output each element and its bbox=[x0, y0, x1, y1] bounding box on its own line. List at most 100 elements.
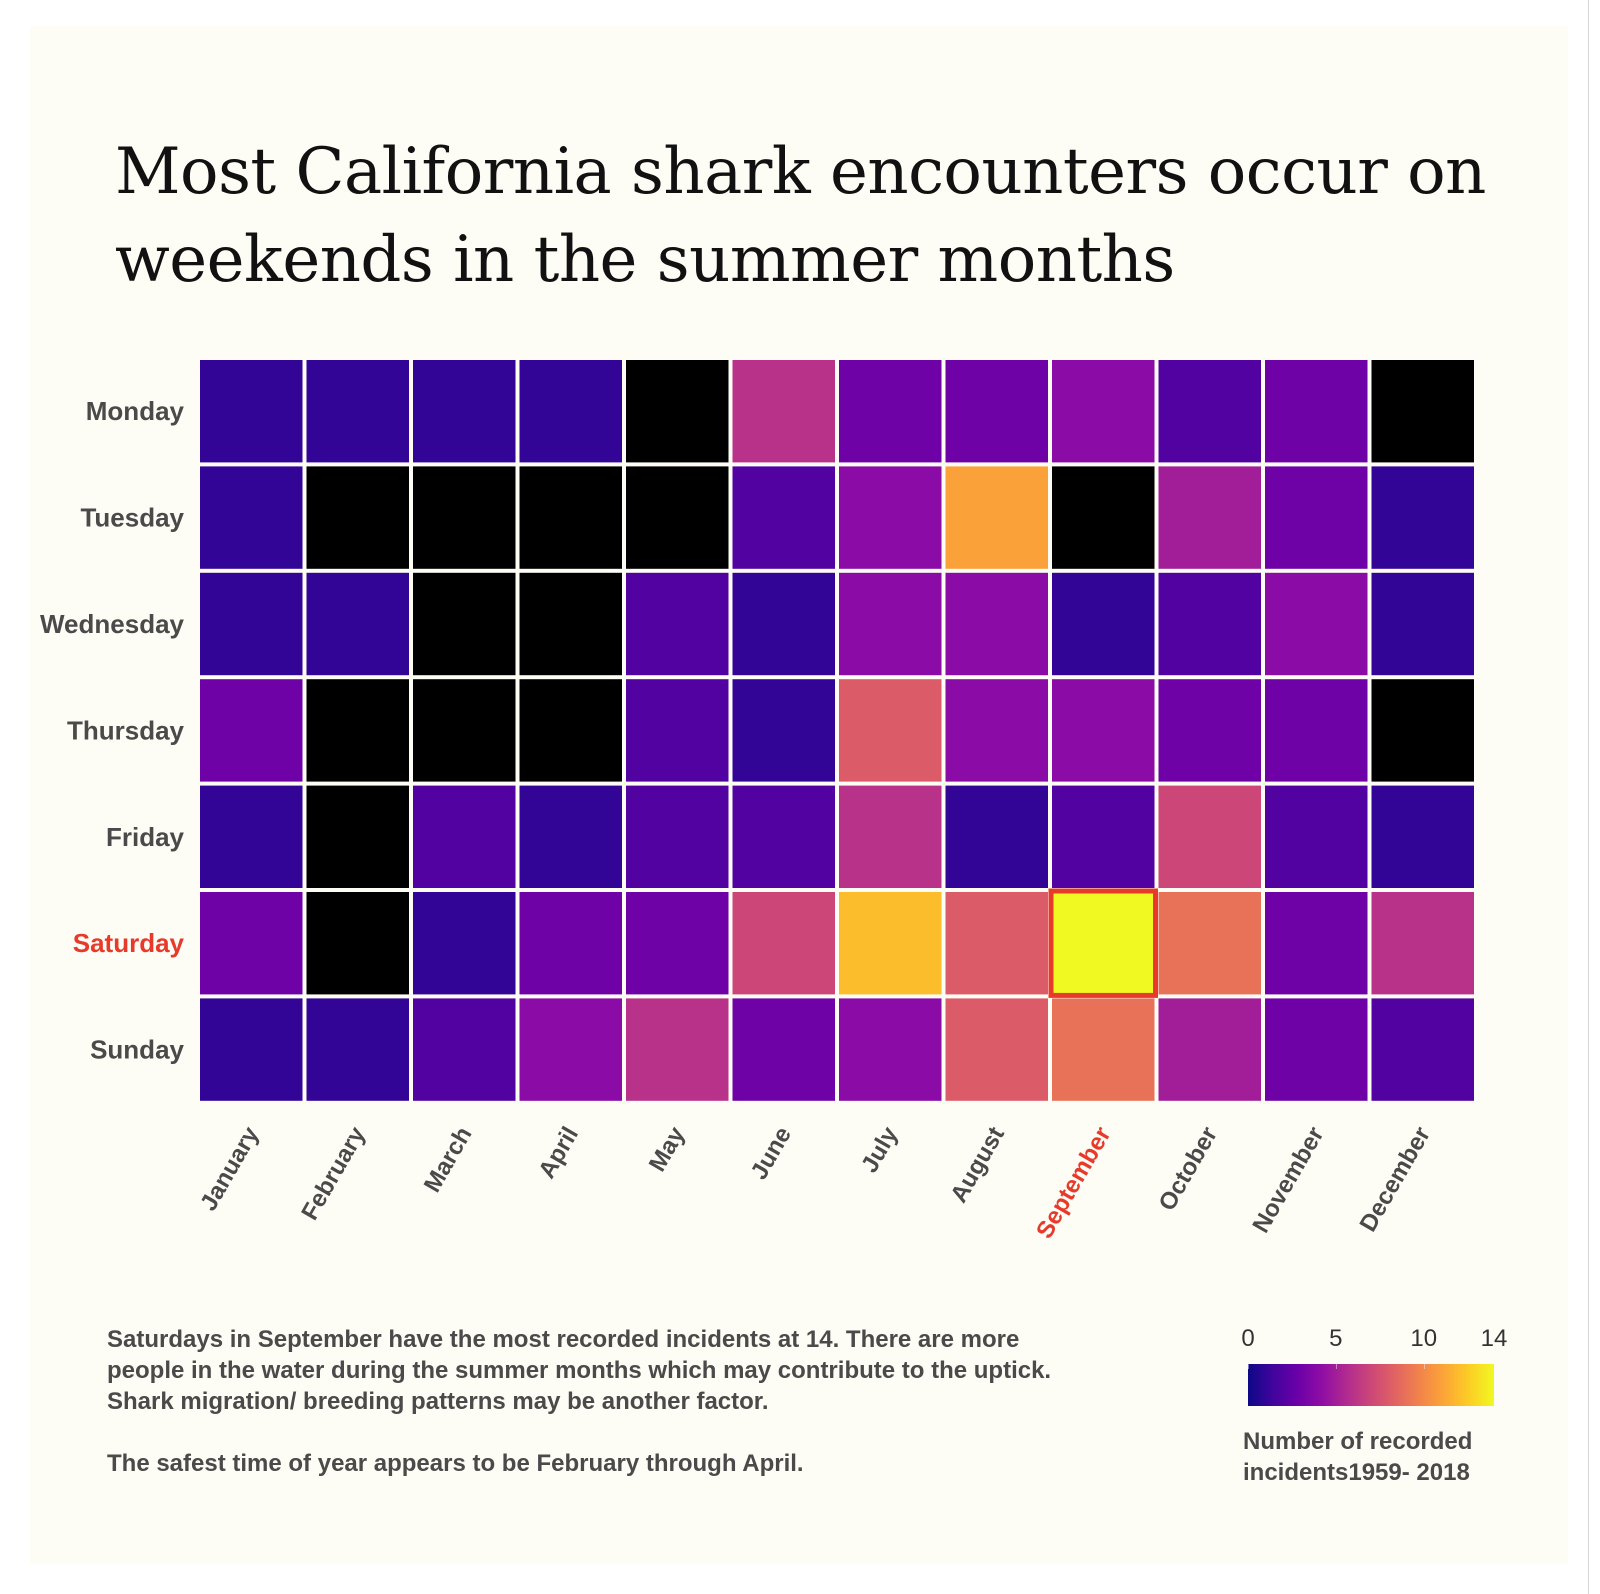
heatmap-cell bbox=[306, 466, 409, 569]
heatmap-cell bbox=[945, 360, 1048, 463]
heatmap-cell bbox=[1158, 679, 1261, 782]
heatmap-cell bbox=[732, 360, 835, 463]
y-axis-label: Tuesday bbox=[80, 503, 184, 533]
x-axis-label: September bbox=[1031, 1122, 1116, 1243]
heatmap-cell bbox=[1265, 572, 1368, 676]
x-axis-label: July bbox=[856, 1122, 904, 1178]
legend-tick-mark bbox=[1494, 1364, 1495, 1369]
legend-tick: 14 bbox=[1480, 1325, 1508, 1352]
heatmap-cell bbox=[1265, 892, 1368, 995]
y-axis-label: Friday bbox=[106, 822, 185, 852]
heatmap-cell bbox=[1052, 679, 1155, 782]
heatmap-cell bbox=[1371, 679, 1474, 782]
x-axis-label: November bbox=[1247, 1122, 1329, 1237]
heatmap-cell bbox=[626, 892, 729, 995]
x-axis-label: December bbox=[1355, 1122, 1436, 1236]
heatmap-cell bbox=[626, 360, 729, 463]
heatmap-cell bbox=[413, 572, 516, 676]
heatmap-cell bbox=[1265, 998, 1368, 1101]
heatmap-cell bbox=[306, 998, 409, 1101]
heatmap-cell bbox=[1371, 572, 1474, 676]
x-axis-label: May bbox=[644, 1122, 691, 1176]
heatmap-cell bbox=[1371, 998, 1474, 1101]
heatmap-cell bbox=[306, 679, 409, 782]
heatmap-cell bbox=[1158, 892, 1261, 995]
heatmap-cell bbox=[413, 785, 516, 888]
heatmap-cell bbox=[306, 572, 409, 676]
y-axis-label: Wednesday bbox=[40, 609, 185, 639]
heatmap-cell bbox=[732, 998, 835, 1101]
y-axis-label: Monday bbox=[86, 396, 185, 426]
color-scale-bar bbox=[1248, 1364, 1494, 1406]
x-axis-label: January bbox=[195, 1122, 265, 1216]
heatmap-cell bbox=[1265, 360, 1368, 463]
heatmap-cell bbox=[1052, 785, 1155, 888]
x-axis-label: August bbox=[945, 1122, 1010, 1207]
heatmap-cell bbox=[413, 679, 516, 782]
heatmap-cell bbox=[519, 892, 622, 995]
heatmap-cell bbox=[945, 785, 1048, 888]
heatmap-cell bbox=[626, 785, 729, 888]
heatmap-cell bbox=[732, 892, 835, 995]
heatmap-cell bbox=[732, 466, 835, 569]
legend-tick-mark bbox=[1248, 1364, 1249, 1369]
heatmap-cell bbox=[200, 785, 303, 888]
heatmap-cell bbox=[413, 998, 516, 1101]
heatmap-cell bbox=[732, 679, 835, 782]
y-axis-labels: Monday Tuesday Wednesday Thursday Friday Satu… bbox=[40, 396, 185, 1064]
heatmap-cell bbox=[839, 998, 942, 1101]
heatmap-cell bbox=[839, 466, 942, 569]
legend-title-line: incidents1959- 2018 bbox=[1243, 1459, 1470, 1486]
x-axis-label: March bbox=[419, 1122, 478, 1197]
heatmap-cell bbox=[626, 998, 729, 1101]
x-axis-label: April bbox=[533, 1122, 584, 1183]
heatmap-cell bbox=[1371, 360, 1474, 463]
page-border bbox=[1588, 0, 1589, 1594]
heatmap-cell bbox=[1265, 679, 1368, 782]
heatmap-cell bbox=[626, 466, 729, 569]
heatmap-cell bbox=[945, 679, 1048, 782]
heatmap-cell bbox=[839, 785, 942, 888]
heatmap-cell bbox=[1371, 466, 1474, 569]
heatmap-cell bbox=[519, 785, 622, 888]
heatmap-cell bbox=[839, 360, 942, 463]
heatmap-cell bbox=[839, 679, 942, 782]
heatmap-cells bbox=[200, 360, 1474, 1101]
heatmap-cell bbox=[839, 572, 942, 676]
legend-tick-labels: 0 5 10 14 bbox=[1228, 1325, 1508, 1355]
heatmap-cell bbox=[1052, 360, 1155, 463]
legend-title: Number of recorded incidents1959- 2018 bbox=[1243, 1426, 1533, 1488]
heatmap-cell bbox=[1371, 892, 1474, 995]
heatmap-cell bbox=[200, 679, 303, 782]
heatmap-cell bbox=[945, 466, 1048, 569]
heatmap-cell bbox=[1158, 466, 1261, 569]
heatmap-cell bbox=[1371, 785, 1474, 888]
heatmap-cell bbox=[1052, 572, 1155, 676]
heatmap-cell bbox=[839, 892, 942, 995]
annotation-text: Saturdays in September have the most rec… bbox=[107, 1324, 1087, 1510]
heatmap-cell bbox=[306, 892, 409, 995]
heatmap-cell bbox=[519, 679, 622, 782]
highlight-box bbox=[1048, 888, 1158, 998]
heatmap-cell bbox=[1052, 998, 1155, 1101]
heatmap-cell bbox=[200, 572, 303, 676]
annotation-paragraph: The safest time of year appears to be Fe… bbox=[107, 1450, 804, 1477]
heatmap-cell bbox=[413, 466, 516, 569]
heatmap-cell bbox=[1265, 785, 1368, 888]
legend-tick: 5 bbox=[1329, 1325, 1343, 1352]
chart-title: Most California shark encounters occur o… bbox=[115, 135, 1486, 297]
legend-tick-mark bbox=[1423, 1364, 1425, 1369]
heatmap-cell bbox=[519, 572, 622, 676]
heatmap-cell bbox=[945, 892, 1048, 995]
legend-title-line: Number of recorded bbox=[1243, 1428, 1473, 1455]
heatmap-cell bbox=[1265, 466, 1368, 569]
heatmap-cell bbox=[945, 998, 1048, 1101]
heatmap-cell bbox=[519, 360, 622, 463]
heatmap-cell bbox=[732, 785, 835, 888]
heatmap-cell bbox=[306, 360, 409, 463]
heatmap-cell bbox=[200, 466, 303, 569]
legend-tick: 10 bbox=[1410, 1325, 1438, 1352]
heatmap-cell bbox=[945, 572, 1048, 676]
heatmap-cell bbox=[413, 360, 516, 463]
heatmap-cell bbox=[413, 892, 516, 995]
